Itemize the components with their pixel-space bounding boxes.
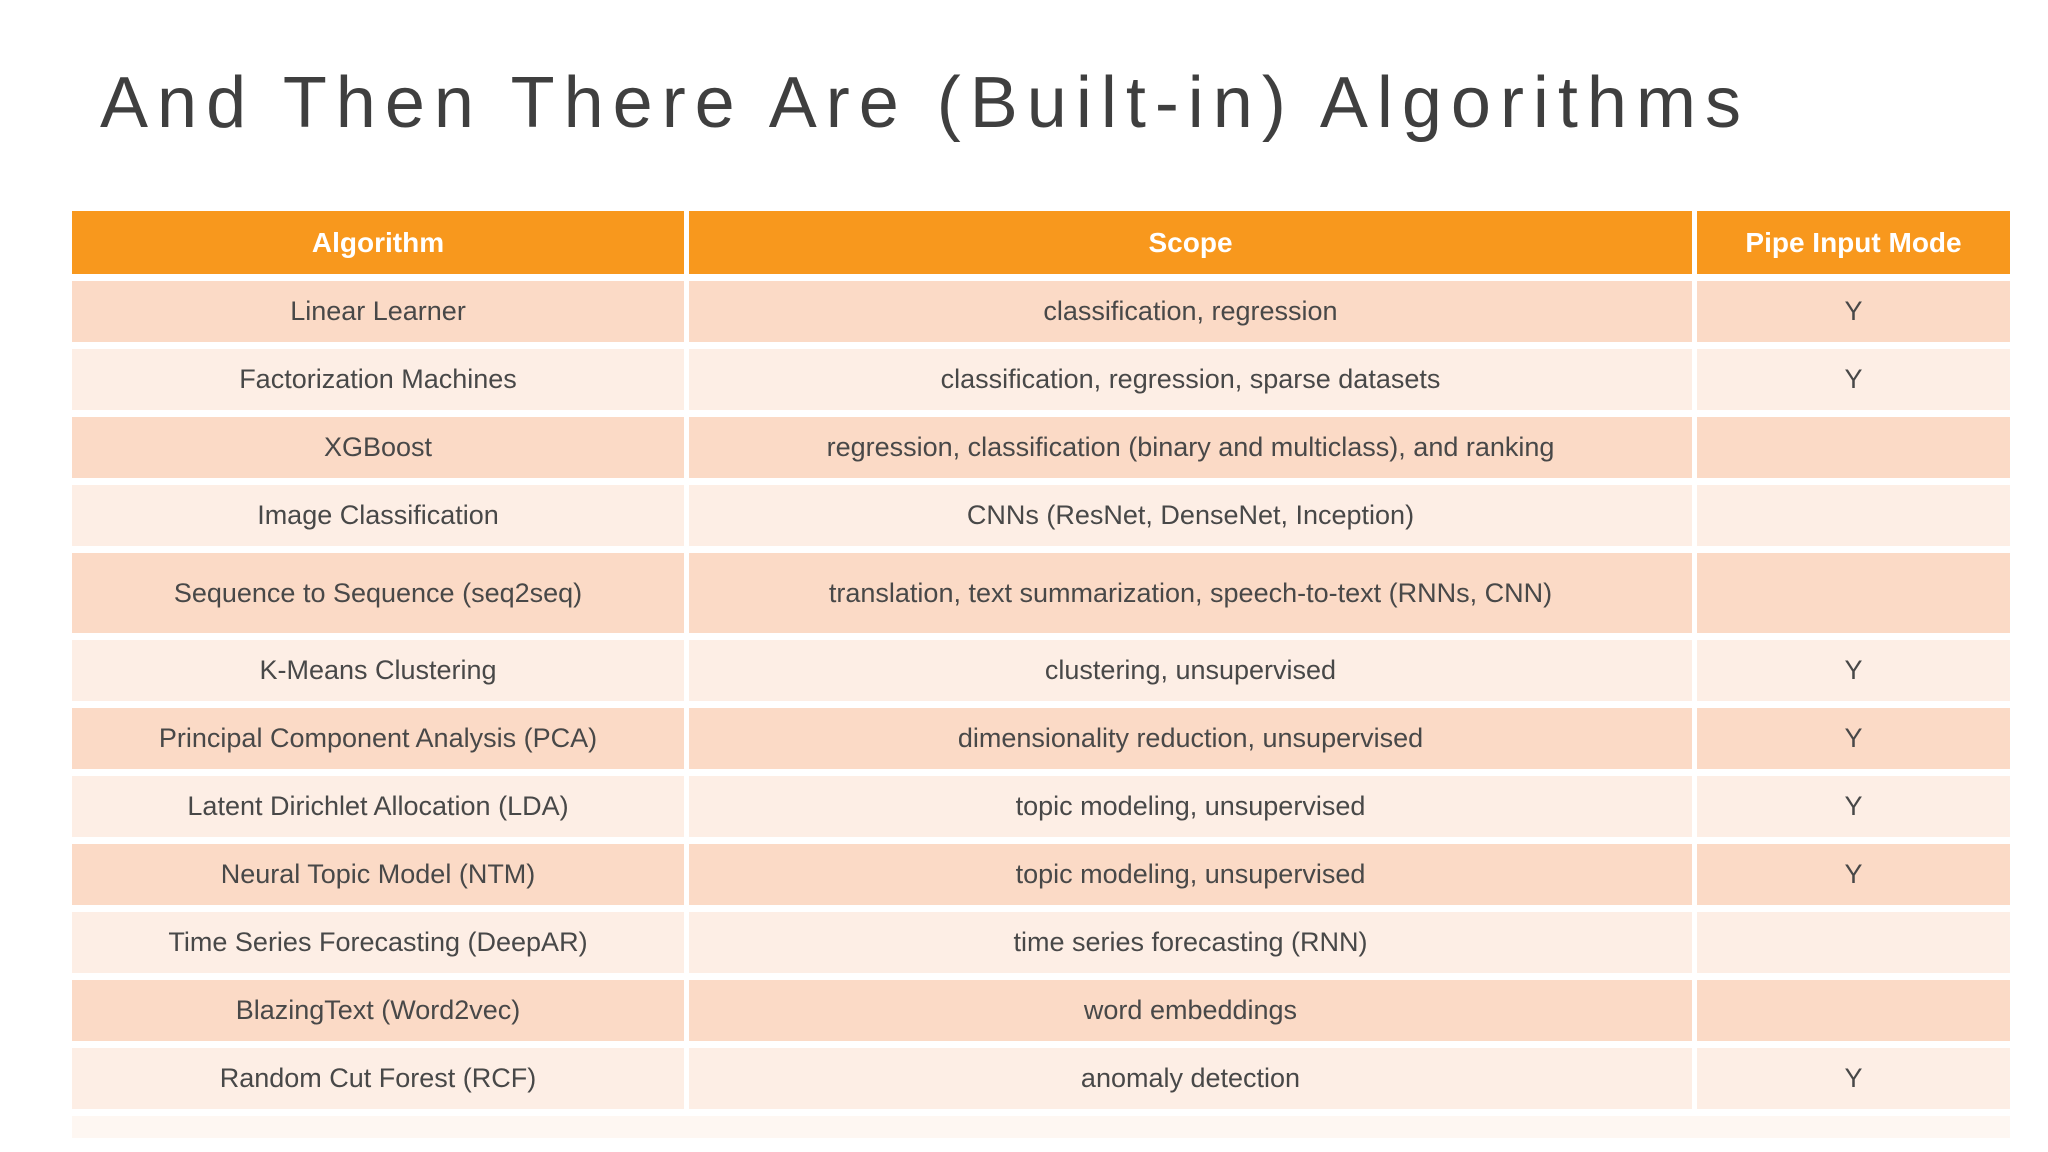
cell-scope: anomaly detection [689, 1048, 1692, 1109]
cell-algorithm: Image Classification [72, 485, 684, 546]
table-row: BlazingText (Word2vec) word embeddings [72, 980, 2010, 1041]
table-row: XGBoost regression, classification (binar… [72, 417, 2010, 478]
cell-pipe-input-mode [1697, 980, 2010, 1041]
cell-algorithm: Time Series Forecasting (DeepAR) [72, 912, 684, 973]
cell-algorithm: Principal Component Analysis (PCA) [72, 708, 684, 769]
cell-scope: topic modeling, unsupervised [689, 776, 1692, 837]
table-row: Neural Topic Model (NTM) topic modeling, … [72, 844, 2010, 905]
table-row: K-Means Clustering clustering, unsupervis… [72, 640, 2010, 701]
cell-algorithm: Factorization Machines [72, 349, 684, 410]
table-header-row: Algorithm Scope Pipe Input Mode [72, 211, 2010, 274]
cell-pipe-input-mode [1697, 417, 2010, 478]
table-row: Linear Learner classification, regression… [72, 281, 2010, 342]
table-row: Image Classification CNNs (ResNet, DenseN… [72, 485, 2010, 546]
cell-algorithm: Random Cut Forest (RCF) [72, 1048, 684, 1109]
table-row: Random Cut Forest (RCF) anomaly detection… [72, 1048, 2010, 1109]
table-header: Algorithm Scope Pipe Input Mode [72, 211, 2010, 274]
cell-algorithm: K-Means Clustering [72, 640, 684, 701]
table-body: Linear Learner classification, regression… [72, 281, 2010, 1109]
cell-algorithm: BlazingText (Word2vec) [72, 980, 684, 1041]
table-row: Principal Component Analysis (PCA) dimens… [72, 708, 2010, 769]
cell-scope: regression, classification (binary and m… [689, 417, 1692, 478]
cell-pipe-input-mode [1697, 553, 2010, 633]
table-row: Latent Dirichlet Allocation (LDA) topic m… [72, 776, 2010, 837]
cell-algorithm: Sequence to Sequence (seq2seq) [72, 553, 684, 633]
cell-pipe-input-mode: Y [1697, 708, 2010, 769]
cell-pipe-input-mode: Y [1697, 844, 2010, 905]
cell-pipe-input-mode [1697, 485, 2010, 546]
cell-scope: word embeddings [689, 980, 1692, 1041]
cell-scope: translation, text summarization, speech-… [689, 553, 1692, 633]
cell-pipe-input-mode: Y [1697, 776, 2010, 837]
cell-scope: time series forecasting (RNN) [689, 912, 1692, 973]
column-header-pipe-input-mode: Pipe Input Mode [1697, 211, 2010, 274]
column-header-scope: Scope [689, 211, 1692, 274]
cell-scope: dimensionality reduction, unsupervised [689, 708, 1692, 769]
table-row: Time Series Forecasting (DeepAR) time ser… [72, 912, 2010, 973]
cell-pipe-input-mode [1697, 912, 2010, 973]
cell-scope: CNNs (ResNet, DenseNet, Inception) [689, 485, 1692, 546]
cell-scope: clustering, unsupervised [689, 640, 1692, 701]
cell-algorithm: Neural Topic Model (NTM) [72, 844, 684, 905]
table-row: Sequence to Sequence (seq2seq) translatio… [72, 553, 2010, 633]
cell-algorithm: Latent Dirichlet Allocation (LDA) [72, 776, 684, 837]
cell-scope: classification, regression, sparse datas… [689, 349, 1692, 410]
column-header-algorithm: Algorithm [72, 211, 684, 274]
cell-pipe-input-mode: Y [1697, 349, 2010, 410]
table-row: Factorization Machines classification, re… [72, 349, 2010, 410]
cell-pipe-input-mode: Y [1697, 640, 2010, 701]
cell-algorithm: XGBoost [72, 417, 684, 478]
cell-algorithm: Linear Learner [72, 281, 684, 342]
cell-scope: classification, regression [689, 281, 1692, 342]
algorithms-table-grid: Algorithm Scope Pipe Input Mode Linear L… [67, 204, 2015, 1116]
cell-pipe-input-mode: Y [1697, 281, 2010, 342]
cell-pipe-input-mode: Y [1697, 1048, 2010, 1109]
slide-title: And Then There Are (Built-in) Algorithms [100, 63, 1750, 143]
table-footer-strip [72, 1116, 2010, 1138]
cell-scope: topic modeling, unsupervised [689, 844, 1692, 905]
algorithms-table: Algorithm Scope Pipe Input Mode Linear L… [67, 204, 2015, 1138]
